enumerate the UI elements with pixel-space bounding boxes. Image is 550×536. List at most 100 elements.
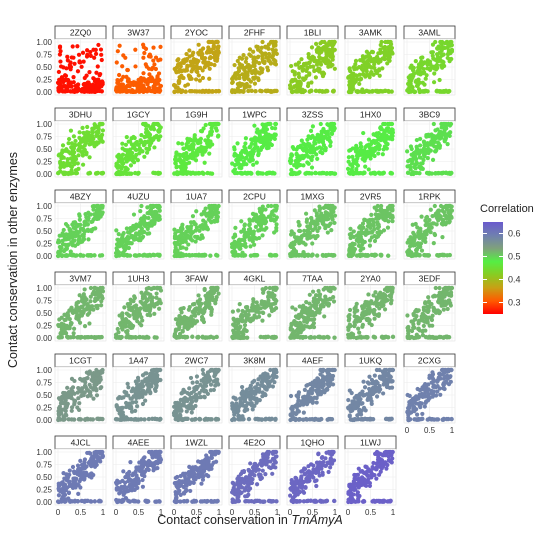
data-point xyxy=(235,333,240,338)
data-point xyxy=(330,57,335,62)
data-point xyxy=(320,301,325,307)
data-point xyxy=(143,62,148,67)
data-point xyxy=(172,66,177,72)
data-point xyxy=(59,315,64,320)
y-tick-label: 1.00 xyxy=(36,120,52,129)
data-point xyxy=(310,289,316,294)
data-point xyxy=(360,63,365,68)
data-point xyxy=(186,242,191,247)
data-point xyxy=(200,310,205,315)
data-point xyxy=(291,231,296,236)
data-point xyxy=(289,86,295,91)
data-point xyxy=(148,203,154,209)
data-point xyxy=(129,155,134,160)
data-point xyxy=(251,76,256,81)
data-point xyxy=(413,59,418,64)
data-point xyxy=(331,299,337,304)
data-point xyxy=(353,58,359,63)
data-point xyxy=(273,59,278,64)
data-point xyxy=(65,54,70,59)
data-point xyxy=(129,228,135,233)
data-point xyxy=(100,121,105,127)
data-point xyxy=(87,170,93,176)
data-point xyxy=(208,139,213,144)
data-point xyxy=(349,80,355,86)
data-point xyxy=(179,306,184,311)
data-point xyxy=(87,70,92,75)
data-point xyxy=(364,228,369,233)
data-point xyxy=(250,151,256,157)
data-point xyxy=(261,290,266,295)
data-point xyxy=(438,89,444,94)
data-point xyxy=(87,155,92,160)
data-point xyxy=(143,335,149,340)
data-point xyxy=(379,252,384,258)
data-point xyxy=(270,125,275,131)
data-point xyxy=(409,146,414,152)
data-point xyxy=(418,136,423,142)
data-point xyxy=(306,154,311,159)
data-point xyxy=(235,244,240,249)
data-point xyxy=(346,155,351,160)
data-point xyxy=(133,64,138,69)
data-point xyxy=(385,225,391,230)
data-point xyxy=(371,252,377,258)
data-point xyxy=(253,142,258,147)
data-point xyxy=(325,122,330,127)
data-point xyxy=(179,226,184,231)
data-point xyxy=(211,45,216,51)
data-point xyxy=(73,226,78,231)
data-point xyxy=(77,320,83,325)
data-point xyxy=(389,213,394,218)
data-point xyxy=(125,328,130,334)
data-point xyxy=(372,205,377,210)
data-point xyxy=(420,62,425,67)
data-point xyxy=(190,334,195,339)
data-point xyxy=(243,72,248,77)
data-point xyxy=(265,65,270,70)
data-point xyxy=(231,253,236,258)
data-point xyxy=(359,231,365,236)
data-point xyxy=(205,63,211,68)
data-point xyxy=(380,133,385,138)
data-point xyxy=(129,298,134,303)
data-point xyxy=(85,304,90,310)
data-point xyxy=(255,55,260,60)
data-point xyxy=(180,329,185,334)
data-point xyxy=(174,165,179,170)
data-point xyxy=(256,77,261,83)
data-point xyxy=(288,158,293,163)
data-point xyxy=(191,156,196,161)
data-point xyxy=(252,61,257,66)
data-point xyxy=(406,237,411,243)
data-point xyxy=(272,230,277,235)
data-point xyxy=(435,127,440,132)
data-point xyxy=(353,79,358,84)
data-point xyxy=(243,59,248,64)
data-point xyxy=(141,42,146,47)
y-tick-label: 0.50 xyxy=(36,145,52,154)
data-point xyxy=(262,227,267,232)
data-point xyxy=(139,83,144,88)
data-point xyxy=(267,313,272,318)
data-point xyxy=(250,211,256,217)
data-point xyxy=(157,77,162,82)
data-point xyxy=(138,209,143,214)
data-point xyxy=(262,137,267,142)
data-point xyxy=(235,141,240,146)
data-point xyxy=(238,324,243,329)
facet-panel: 1HX0 xyxy=(344,107,397,178)
data-point xyxy=(180,222,185,227)
y-tick-label: 0.25 xyxy=(36,158,52,167)
data-point xyxy=(348,235,353,240)
facet-panel: 2YOC xyxy=(170,25,223,96)
data-point xyxy=(143,46,149,52)
data-point xyxy=(179,141,185,146)
data-point xyxy=(242,323,248,328)
data-point xyxy=(390,208,395,213)
data-point xyxy=(237,302,242,307)
data-point xyxy=(184,156,190,162)
data-point xyxy=(380,152,385,157)
data-point xyxy=(180,252,185,257)
